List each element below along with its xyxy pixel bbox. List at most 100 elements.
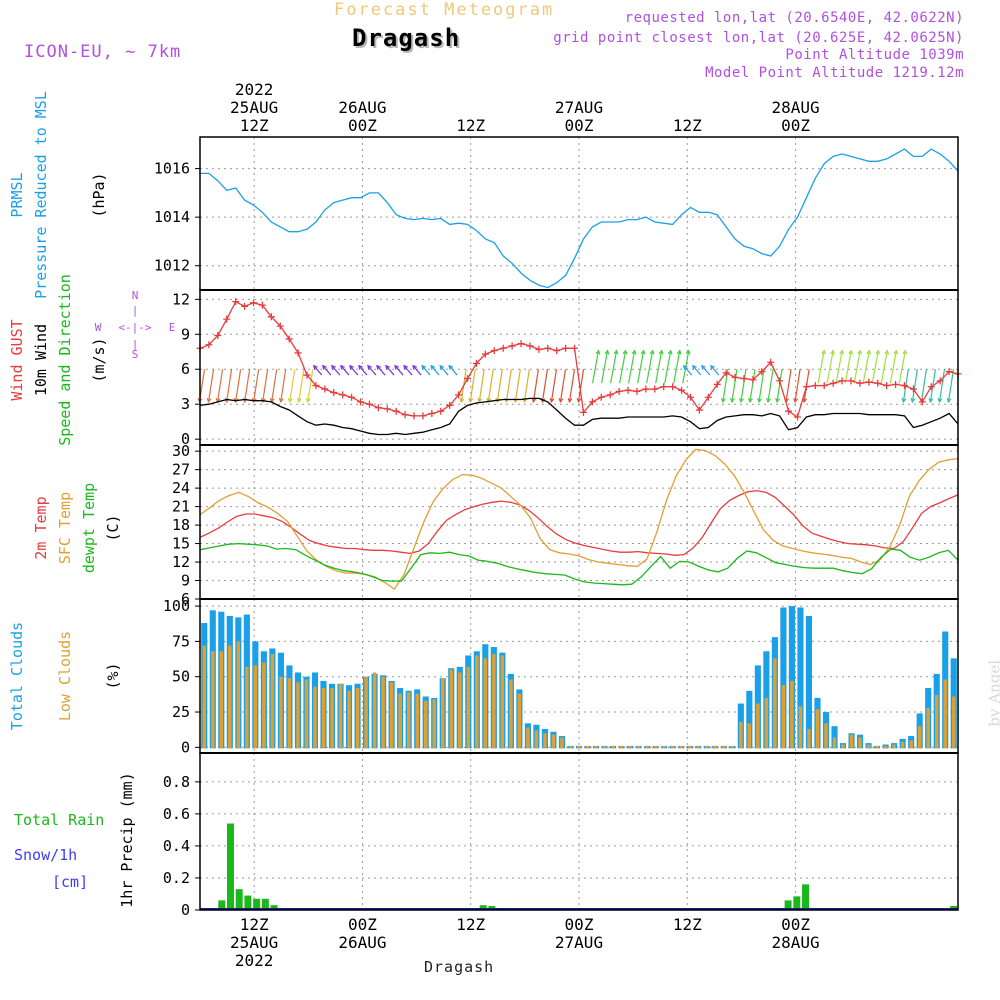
compass-arrow: <-|->: [118, 321, 151, 334]
gust-marker: [793, 413, 801, 421]
time-label-bottom: 00Z: [348, 915, 377, 934]
gust-marker: [535, 345, 543, 353]
low-cloud-bar: [798, 706, 803, 749]
wind-arrow: [947, 369, 955, 402]
time-label-bottom: 26AUG: [338, 933, 386, 952]
low-cloud-bar: [628, 745, 632, 749]
time-label-bottom: 12Z: [240, 915, 269, 934]
gust-marker: [606, 391, 614, 399]
low-cloud-bar: [236, 641, 241, 749]
low-cloud-bar: [517, 693, 522, 749]
gust-marker: [695, 406, 703, 414]
gust-marker: [437, 407, 445, 415]
wind-arrow: [313, 365, 323, 376]
wind-arrow-head: [430, 364, 436, 370]
low-cloud-bar: [560, 737, 564, 749]
wind-arrow-head: [676, 349, 682, 355]
low-cloud-bar: [619, 745, 624, 749]
wind-arrow: [541, 369, 549, 402]
low-cloud-bar: [500, 655, 505, 749]
y-tick-label: 30: [172, 442, 190, 460]
wind-arrow-head: [604, 349, 610, 355]
gust-marker: [731, 373, 739, 381]
gust-marker: [704, 393, 712, 401]
y-tick-label: 100: [163, 597, 190, 615]
low-cloud-bar: [943, 679, 947, 749]
wind-arrow-head: [682, 364, 688, 370]
total-cloud-bar: [805, 615, 813, 749]
rain-bar: [253, 898, 261, 910]
gust-marker: [776, 377, 784, 385]
gust-marker: [847, 377, 855, 385]
wind-arrow: [889, 350, 897, 384]
wind-arrow-head: [857, 349, 863, 355]
low-cloud-bar: [211, 651, 215, 749]
low-cloud-bar: [934, 695, 939, 749]
wind-arrow-head: [692, 364, 697, 370]
total-cloud-bar: [780, 607, 787, 749]
wind-arrow-head: [595, 349, 601, 355]
time-label-top: 12Z: [673, 116, 702, 135]
pressure-axis-label: (hPa): [90, 172, 108, 217]
temp-axis-label: dewpt Temp: [80, 483, 98, 573]
total-cloud-bar: [831, 726, 838, 749]
wind-arrow-head: [649, 349, 655, 355]
wind-arrow: [664, 350, 672, 384]
wind-arrow-head: [394, 364, 399, 370]
wind-arrow: [421, 365, 431, 376]
wind-arrow-head: [233, 397, 239, 404]
gust-marker: [446, 401, 454, 409]
temp-axis-label: 2m Temp: [32, 496, 50, 559]
y-tick-label: 15: [172, 535, 190, 553]
wind-arrow-head: [349, 364, 354, 370]
gust-marker: [517, 340, 525, 348]
wind-arrow-head: [358, 364, 363, 370]
wind-arrow-head: [667, 349, 673, 355]
gust-marker: [767, 358, 775, 366]
y-tick-label: 24: [172, 479, 190, 497]
temp-axis-label: SFC Temp: [56, 492, 74, 564]
rain-bar: [793, 896, 801, 910]
low-cloud-bar: [568, 745, 573, 749]
wind-arrow: [448, 365, 458, 376]
gust-marker: [624, 386, 632, 394]
low-cloud-bar: [688, 745, 692, 749]
low-cloud-bar: [364, 676, 368, 749]
wind-arrow-head: [640, 349, 646, 355]
wind-arrow: [523, 369, 530, 402]
wind-arrow-head: [937, 397, 943, 404]
wind-arrow-head: [875, 349, 881, 355]
y-tick-label: 75: [172, 632, 190, 650]
wind-arrow-head: [549, 397, 555, 404]
y-tick-label: 9: [181, 325, 190, 343]
wind-arrow-head: [367, 364, 372, 370]
wind-arrow-head: [701, 364, 706, 370]
gust-marker: [499, 344, 507, 352]
wind-arrow: [826, 350, 834, 384]
low-cloud-bar: [585, 745, 590, 749]
wind-axis-label: 10m Wind: [32, 324, 50, 396]
low-cloud-bar: [679, 745, 683, 749]
gust-marker: [865, 378, 873, 386]
time-label-bottom: 12Z: [673, 915, 702, 934]
low-cloud-bar: [330, 688, 334, 749]
low-cloud-bar: [245, 666, 249, 749]
gust-marker: [464, 375, 472, 383]
wind-arrow: [403, 365, 413, 376]
wind-arrow: [253, 369, 260, 402]
gust-marker: [571, 344, 579, 352]
wind-arrow-head: [893, 349, 899, 355]
wind-arrow-head: [477, 397, 483, 404]
y-tick-label: 6: [181, 590, 190, 608]
low-cloud-bar: [756, 703, 760, 749]
gust-marker: [508, 342, 516, 350]
rain-bar: [218, 900, 226, 910]
pressure-axis-label: PRMSL: [8, 172, 26, 217]
point-altitude: Point Altitude 1039m: [785, 47, 964, 63]
low-cloud-bar: [415, 693, 419, 749]
y-tick-label: 0: [181, 738, 190, 756]
clouds-axis-label: Total Clouds: [8, 622, 26, 730]
gust-marker: [285, 335, 293, 343]
temp-axis-label: (C): [104, 514, 122, 541]
low-cloud-bar: [202, 645, 206, 749]
